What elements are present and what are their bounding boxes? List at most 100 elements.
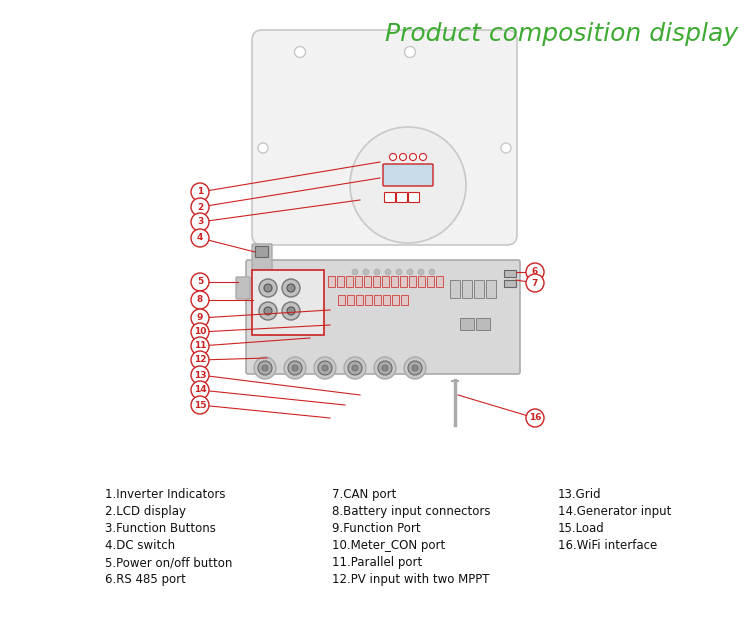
Bar [486, 280, 496, 298]
Circle shape [288, 361, 302, 375]
Bar [418, 276, 425, 287]
Circle shape [191, 351, 209, 369]
Bar [391, 276, 398, 287]
Bar [356, 295, 363, 305]
Text: 1: 1 [196, 187, 203, 197]
Bar [450, 280, 460, 298]
Circle shape [191, 309, 209, 327]
Circle shape [287, 284, 295, 292]
Circle shape [191, 396, 209, 414]
Circle shape [254, 357, 276, 379]
Text: 8.Battery input connectors: 8.Battery input connectors [332, 505, 490, 518]
Text: 2: 2 [196, 203, 203, 211]
Circle shape [191, 337, 209, 355]
Circle shape [264, 307, 272, 315]
Bar [338, 295, 345, 305]
Bar [373, 276, 380, 287]
Circle shape [318, 361, 332, 375]
Circle shape [412, 365, 418, 371]
Circle shape [344, 357, 366, 379]
Bar [374, 295, 381, 305]
Text: 15: 15 [194, 401, 206, 409]
Text: 14: 14 [194, 386, 206, 394]
Bar [460, 318, 474, 330]
Bar [365, 295, 372, 305]
Bar [401, 295, 408, 305]
FancyBboxPatch shape [256, 247, 268, 257]
Text: 9.Function Port: 9.Function Port [332, 522, 421, 535]
Circle shape [322, 365, 328, 371]
Text: 10: 10 [194, 327, 206, 337]
Circle shape [429, 269, 435, 275]
Text: 12: 12 [194, 355, 206, 365]
Circle shape [418, 269, 424, 275]
Circle shape [282, 279, 300, 297]
Text: 4.DC switch: 4.DC switch [105, 539, 175, 552]
Text: 10.Meter_CON port: 10.Meter_CON port [332, 539, 446, 552]
Circle shape [363, 269, 369, 275]
Circle shape [259, 302, 277, 320]
Text: 3: 3 [196, 218, 203, 226]
Text: 7: 7 [532, 278, 538, 288]
Text: 3.Function Buttons: 3.Function Buttons [105, 522, 216, 535]
Bar [337, 276, 344, 287]
Text: 16: 16 [529, 414, 542, 422]
Circle shape [526, 409, 544, 427]
Circle shape [408, 361, 422, 375]
Circle shape [191, 323, 209, 341]
FancyBboxPatch shape [252, 30, 517, 245]
Text: 6.RS 485 port: 6.RS 485 port [105, 573, 186, 586]
FancyBboxPatch shape [385, 192, 395, 203]
Bar [383, 295, 390, 305]
Circle shape [191, 381, 209, 399]
Circle shape [259, 279, 277, 297]
Text: 8: 8 [196, 296, 203, 304]
Circle shape [348, 361, 362, 375]
Circle shape [295, 46, 305, 58]
Circle shape [191, 229, 209, 247]
Circle shape [378, 361, 392, 375]
Circle shape [191, 213, 209, 231]
Bar [474, 280, 484, 298]
Bar [328, 276, 335, 287]
Text: 9: 9 [196, 314, 203, 322]
Bar [504, 280, 516, 287]
Bar [427, 276, 434, 287]
Circle shape [352, 269, 358, 275]
Circle shape [314, 357, 336, 379]
Text: Product composition display: Product composition display [385, 22, 738, 46]
Circle shape [374, 357, 396, 379]
FancyBboxPatch shape [409, 192, 419, 203]
Circle shape [350, 127, 466, 243]
Circle shape [404, 46, 416, 58]
Circle shape [191, 183, 209, 201]
Text: 12.PV input with two MPPT: 12.PV input with two MPPT [332, 573, 490, 586]
Text: 2.LCD display: 2.LCD display [105, 505, 186, 518]
Circle shape [389, 154, 397, 161]
Bar [252, 270, 324, 335]
FancyBboxPatch shape [246, 260, 520, 374]
Circle shape [382, 365, 388, 371]
Circle shape [501, 143, 511, 153]
Circle shape [374, 269, 380, 275]
Bar [409, 276, 416, 287]
Text: 11: 11 [194, 342, 206, 350]
Circle shape [419, 154, 427, 161]
FancyBboxPatch shape [383, 164, 433, 186]
Text: 6: 6 [532, 267, 538, 277]
Bar [364, 276, 371, 287]
Circle shape [287, 307, 295, 315]
Circle shape [191, 291, 209, 309]
Circle shape [264, 284, 272, 292]
Circle shape [258, 361, 272, 375]
Circle shape [526, 263, 544, 281]
Circle shape [191, 366, 209, 384]
Bar [392, 295, 399, 305]
Circle shape [191, 273, 209, 291]
Circle shape [292, 365, 298, 371]
Bar [355, 276, 362, 287]
Text: 4: 4 [196, 234, 203, 242]
Bar [346, 276, 353, 287]
Bar [462, 280, 472, 298]
Circle shape [396, 269, 402, 275]
